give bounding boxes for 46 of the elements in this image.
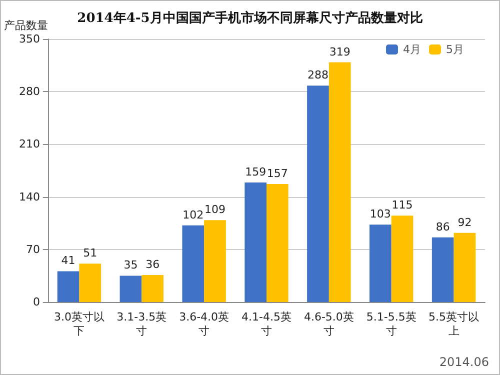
- data-label: 103: [370, 208, 391, 221]
- bar: [391, 216, 414, 302]
- x-tick-label: 5.1-5.5英寸: [366, 310, 416, 338]
- data-label: 86: [436, 220, 450, 234]
- data-label: 102: [182, 208, 204, 222]
- bar: [432, 237, 454, 302]
- bar: [182, 225, 204, 302]
- bar: [454, 232, 476, 302]
- x-tick-label: 5.5英寸以上: [428, 310, 480, 338]
- bar: [79, 264, 102, 302]
- x-tick-label: 4.6-5.0英寸: [304, 310, 354, 338]
- data-label: 159: [245, 166, 266, 179]
- x-tick-label: 4.1-4.5英寸: [242, 310, 292, 338]
- data-label: 41: [61, 254, 76, 268]
- data-label: 319: [329, 45, 350, 58]
- bar: [244, 182, 266, 302]
- y-axis-title: 产品数量: [4, 19, 48, 32]
- data-label: 109: [204, 203, 226, 216]
- y-tick-label: 350: [19, 32, 40, 46]
- data-label: 35: [124, 258, 138, 272]
- data-label: 288: [308, 68, 329, 82]
- x-tick-label: 3.0英寸以下: [54, 310, 104, 338]
- data-label: 115: [392, 198, 413, 212]
- bar: [307, 86, 329, 302]
- data-label: 157: [266, 167, 288, 180]
- text: 2014.06: [439, 355, 489, 369]
- legend-label: 4月: [403, 43, 422, 56]
- data-label: 51: [83, 246, 98, 260]
- bar: [266, 184, 288, 302]
- y-tick-label: 140: [19, 190, 40, 204]
- y-tick-label: 70: [26, 242, 40, 256]
- chart-title: 2014年4-5月中国国产手机市场不同屏幕尺寸产品数量对比: [77, 10, 423, 26]
- bar: [57, 271, 80, 302]
- x-tick-label: 3.1-3.5英寸: [116, 310, 167, 338]
- bar: [120, 276, 142, 302]
- y-tick-label: 210: [19, 138, 40, 151]
- data-label: 36: [146, 258, 160, 271]
- y-tick-label: 0: [33, 296, 40, 308]
- bar: [328, 62, 351, 302]
- bar: [142, 274, 164, 302]
- data-label: 92: [458, 216, 472, 229]
- legend-label: 5月: [446, 43, 464, 56]
- bar: [370, 224, 392, 302]
- y-tick-label: 280: [19, 85, 40, 98]
- x-tick-label: 3.6-4.0英寸: [179, 310, 230, 338]
- bar: [204, 220, 226, 302]
